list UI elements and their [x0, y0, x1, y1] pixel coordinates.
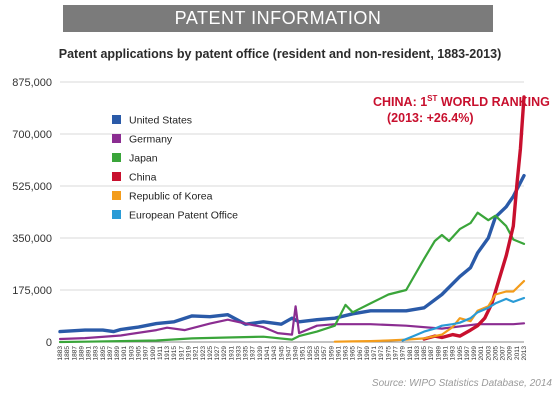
page-banner: PATENT INFORMATION: [63, 5, 493, 32]
x-tick-label: 1967: [357, 346, 364, 361]
legend-label: Republic of Korea: [129, 191, 213, 203]
x-tick-label: 1941: [264, 346, 271, 361]
x-tick-label: 1913: [164, 346, 171, 361]
x-tick-label: 1985: [421, 346, 428, 361]
x-tick-label: 1891: [86, 346, 93, 361]
x-tick-label: 1947: [285, 346, 292, 361]
source-note: Source: WIPO Statistics Database, 2014: [371, 378, 552, 389]
x-tick-label: 2005: [492, 346, 499, 361]
x-axis-ticks: 1883 1885 1887 1889 1891 1893 1895 1897 1899 1901…: [57, 346, 528, 361]
x-tick-label: 1897: [107, 346, 114, 361]
x-tick-label: 1957: [321, 346, 328, 361]
x-tick-label: 1997: [464, 346, 471, 361]
x-tick-label: 1937: [250, 346, 257, 361]
x-tick-label: 1939: [257, 346, 264, 361]
x-tick-label: 1929: [221, 346, 228, 361]
x-tick-label: 1995: [457, 346, 464, 361]
y-tick-label: 0: [46, 337, 52, 349]
x-tick-label: 1991: [442, 346, 449, 361]
y-tick-label: 525,000: [12, 181, 52, 193]
x-tick-label: 1993: [450, 346, 457, 361]
x-tick-label: 1975: [385, 346, 392, 361]
x-tick-label: 1885: [64, 346, 71, 361]
x-tick-label: 1909: [150, 346, 157, 361]
chart-title: Patent applications by patent office (re…: [58, 47, 502, 61]
series-line-european-patent-office: [401, 296, 526, 342]
x-tick-label: 1963: [343, 346, 350, 361]
x-tick-label: 1973: [378, 346, 385, 361]
x-tick-label: 1983: [414, 346, 421, 361]
x-tick-label: 1987: [428, 346, 435, 361]
legend-label: Japan: [129, 153, 158, 165]
china-annotation-line2: (2013: +26.4%): [387, 111, 474, 125]
x-tick-label: 2001: [478, 346, 485, 361]
legend-label: European Patent Office: [129, 210, 238, 222]
legend-swatch: [112, 153, 121, 162]
x-tick-label: 1971: [371, 346, 378, 361]
china-annotation-line1: CHINA: 1ST WORLD RANKING: [373, 94, 550, 109]
y-tick-label: 350,000: [12, 233, 52, 245]
x-tick-label: 2009: [507, 346, 514, 361]
y-tick-label: 700,000: [12, 129, 52, 141]
x-tick-label: 1923: [200, 346, 207, 361]
legend-swatch: [112, 172, 121, 181]
legend-label: United States: [129, 115, 192, 127]
x-tick-label: 2011: [514, 346, 521, 360]
legend-swatch: [112, 210, 121, 219]
x-tick-label: 1901: [121, 346, 128, 361]
x-tick-label: 1887: [71, 346, 78, 361]
x-tick-label: 1935: [243, 346, 250, 361]
x-tick-label: 1977: [393, 346, 400, 361]
y-axis-ticks: 0 175,000 350,000 525,000 700,000 875,000: [12, 77, 52, 349]
x-tick-label: 1951: [300, 346, 307, 361]
x-tick-label: 1955: [314, 346, 321, 361]
x-tick-label: 1917: [178, 346, 185, 361]
x-tick-label: 1989: [435, 346, 442, 361]
x-tick-label: 1943: [271, 346, 278, 361]
legend-label: China: [129, 172, 157, 184]
x-tick-label: 1919: [185, 346, 192, 361]
x-tick-label: 1889: [78, 346, 85, 361]
x-tick-label: 1933: [235, 346, 242, 361]
x-tick-label: 1999: [471, 346, 478, 361]
x-tick-label: 1915: [171, 346, 178, 361]
x-tick-label: 1905: [136, 346, 143, 361]
x-tick-label: 1945: [278, 346, 285, 361]
x-tick-label: 2013: [521, 346, 528, 361]
x-tick-label: 1953: [307, 346, 314, 361]
gridlines: [60, 81, 524, 343]
x-tick-label: 1921: [193, 346, 200, 361]
x-tick-label: 2007: [500, 346, 507, 361]
series-line-united-states: [58, 173, 526, 334]
x-tick-label: 1959: [328, 346, 335, 361]
x-tick-label: 1931: [228, 346, 235, 361]
x-tick-label: 1961: [335, 346, 342, 361]
x-tick-label: 1883: [57, 346, 64, 361]
series-line-japan: [58, 211, 526, 344]
legend-label: Germany: [129, 134, 173, 146]
x-tick-label: 2003: [485, 346, 492, 361]
x-tick-label: 1949: [293, 346, 300, 361]
x-tick-label: 1899: [114, 346, 121, 361]
x-tick-label: 1969: [364, 346, 371, 361]
series-lines: [58, 95, 526, 344]
legend-swatch: [112, 134, 121, 143]
x-tick-label: 1927: [214, 346, 221, 361]
x-tick-label: 1895: [100, 346, 107, 361]
legend: United States Germany Japan China Republic o…: [112, 115, 238, 222]
y-tick-label: 875,000: [12, 77, 52, 89]
x-tick-label: 1965: [350, 346, 357, 361]
legend-swatch: [112, 191, 121, 200]
x-tick-label: 1907: [143, 346, 150, 361]
x-tick-label: 1911: [157, 346, 164, 360]
x-tick-label: 1979: [400, 346, 407, 361]
series-line-china: [422, 95, 526, 341]
x-tick-label: 1903: [128, 346, 135, 361]
x-tick-label: 1893: [93, 346, 100, 361]
x-tick-label: 1981: [407, 346, 414, 361]
legend-swatch: [112, 115, 121, 124]
x-tick-label: 1925: [207, 346, 214, 361]
y-tick-label: 175,000: [12, 285, 52, 297]
